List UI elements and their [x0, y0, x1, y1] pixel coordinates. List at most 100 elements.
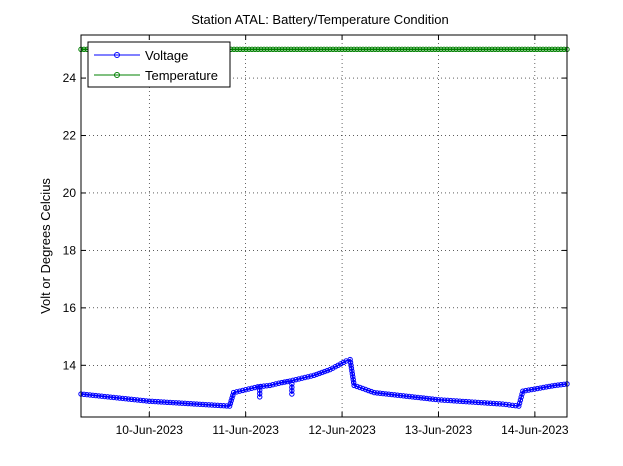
data-point	[303, 46, 309, 53]
data-point	[460, 398, 466, 405]
data-point	[122, 396, 129, 402]
data-point	[360, 46, 366, 53]
data-point	[447, 46, 453, 53]
data-point	[257, 394, 263, 400]
data-point	[503, 401, 509, 408]
data-point	[453, 46, 459, 53]
data-point	[495, 46, 501, 53]
data-point	[546, 383, 552, 390]
data-point	[441, 46, 447, 53]
data-point	[229, 395, 235, 401]
data-point	[290, 377, 296, 384]
x-tick-label: 12-Jun-2023	[308, 423, 376, 437]
data-point	[481, 400, 488, 406]
data-point	[350, 379, 357, 386]
data-point	[475, 399, 481, 406]
data-point	[348, 365, 355, 371]
series-layer	[78, 46, 570, 409]
data-point	[537, 385, 544, 391]
data-point	[369, 46, 375, 53]
data-point	[87, 392, 93, 398]
data-point	[408, 46, 414, 53]
data-point	[543, 384, 549, 390]
data-point	[403, 393, 410, 399]
data-point	[490, 400, 497, 407]
data-point	[509, 402, 516, 408]
legend-label: Voltage	[145, 48, 188, 63]
data-point	[206, 402, 212, 408]
data-point	[279, 46, 285, 53]
data-point	[273, 381, 279, 387]
data-point	[264, 46, 270, 53]
data-point	[257, 384, 263, 390]
legend: Voltage Temperature	[87, 41, 231, 88]
data-point	[249, 46, 255, 53]
data-point	[380, 390, 386, 397]
grid	[81, 35, 567, 417]
data-point	[240, 46, 246, 53]
data-point	[270, 381, 276, 388]
data-point	[237, 46, 243, 53]
data-point	[432, 46, 438, 53]
data-point	[273, 46, 279, 53]
data-point	[228, 397, 234, 404]
data-point	[393, 46, 399, 53]
data-point	[387, 46, 393, 53]
data-point	[444, 397, 451, 404]
data-point	[340, 359, 347, 366]
data-point	[507, 46, 513, 53]
data-point	[164, 399, 170, 405]
data-point	[212, 402, 218, 408]
data-point	[131, 396, 138, 403]
data-point	[414, 46, 420, 53]
data-point	[523, 387, 529, 394]
data-point	[534, 385, 541, 392]
data-point	[362, 386, 369, 393]
data-point	[365, 387, 372, 394]
data-point	[558, 46, 564, 53]
legend-marker	[114, 52, 120, 58]
data-point	[116, 395, 123, 401]
data-point	[137, 397, 144, 403]
plot-area-border	[80, 34, 568, 418]
data-point	[252, 46, 258, 53]
data-point	[267, 46, 273, 53]
data-point	[215, 402, 221, 409]
data-point	[182, 400, 188, 407]
data-point	[487, 400, 494, 406]
data-point	[226, 403, 233, 409]
data-point	[540, 384, 546, 391]
data-point	[242, 387, 249, 393]
data-point	[383, 391, 389, 397]
data-point	[336, 46, 342, 53]
data-point	[282, 46, 288, 53]
data-point	[516, 403, 522, 409]
data-point	[179, 400, 185, 406]
data-point	[528, 386, 535, 393]
y-tick-label: 18	[63, 243, 77, 257]
data-point	[451, 398, 457, 404]
data-point	[257, 390, 263, 397]
series-line-voltage	[80, 358, 568, 407]
data-point	[338, 361, 344, 367]
data-point	[227, 400, 234, 407]
data-point	[305, 374, 311, 380]
data-point	[284, 378, 290, 385]
data-point	[264, 383, 270, 389]
data-point	[389, 391, 395, 398]
data-point	[525, 46, 531, 53]
data-point	[167, 399, 173, 406]
data-point	[311, 372, 317, 379]
data-point	[332, 364, 339, 370]
data-point	[512, 402, 519, 409]
data-point	[308, 373, 314, 379]
data-point	[378, 46, 384, 53]
data-point	[448, 397, 454, 404]
data-point	[155, 399, 161, 405]
data-point	[549, 383, 555, 389]
data-point	[173, 400, 179, 406]
data-point	[90, 392, 96, 398]
data-point	[351, 382, 357, 389]
data-point	[357, 46, 363, 53]
data-point	[276, 46, 282, 53]
